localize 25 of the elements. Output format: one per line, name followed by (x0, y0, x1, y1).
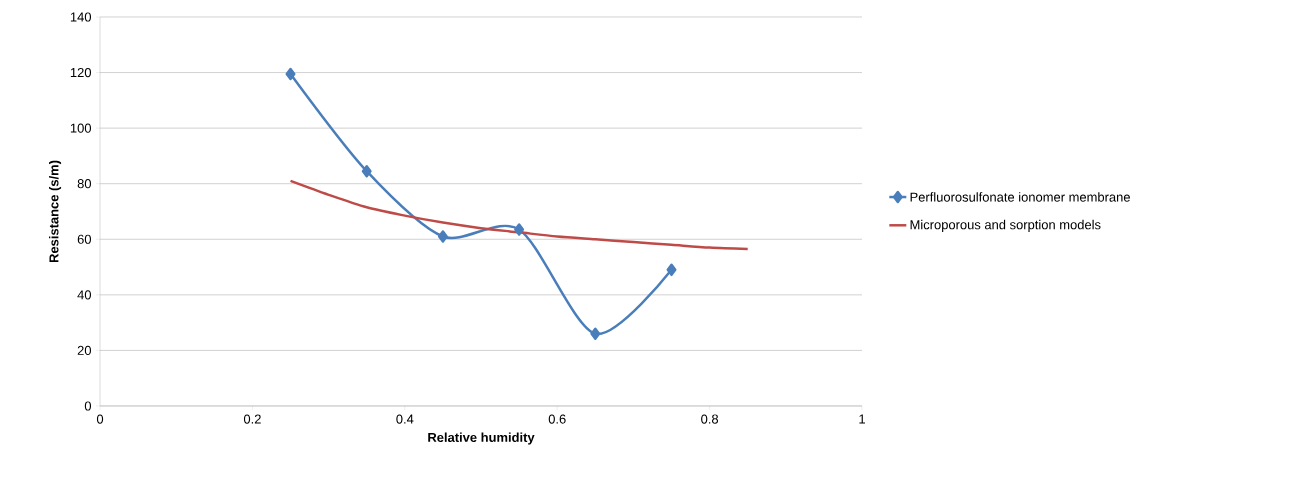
point (514, 223, 525, 236)
x-tick-label: 0 (96, 414, 104, 424)
legend-label: Microporous and sorption models (910, 219, 1101, 232)
x-tick-label: 0.4 (396, 414, 414, 424)
x-tick-label: 1 (859, 414, 865, 424)
y-tick-label: 140 (70, 12, 92, 22)
y-tick-label: 20 (77, 345, 92, 355)
point (590, 327, 601, 340)
y-tick-label: 0 (84, 401, 92, 411)
point (437, 230, 448, 243)
y-tick-label: 100 (70, 123, 92, 133)
point (666, 263, 677, 277)
legend-label: Perfluorosulfonate ionomer membrane (910, 192, 1130, 202)
x-tick-label: 0.8 (701, 414, 719, 424)
y-tick-label: 120 (70, 67, 92, 78)
y-tick-label: 80 (77, 179, 92, 189)
point (285, 67, 296, 81)
y-tick-label: 60 (77, 234, 92, 244)
y-axis-title: Resistance (s/m) (49, 160, 62, 263)
x-axis-title: Relative humidity (428, 432, 535, 445)
x-tick-label: 0.6 (548, 414, 566, 424)
y-tick-label: 40 (77, 290, 92, 300)
point (361, 164, 372, 178)
x-tick-label: 0.2 (243, 414, 261, 424)
line-series (289, 179, 749, 251)
